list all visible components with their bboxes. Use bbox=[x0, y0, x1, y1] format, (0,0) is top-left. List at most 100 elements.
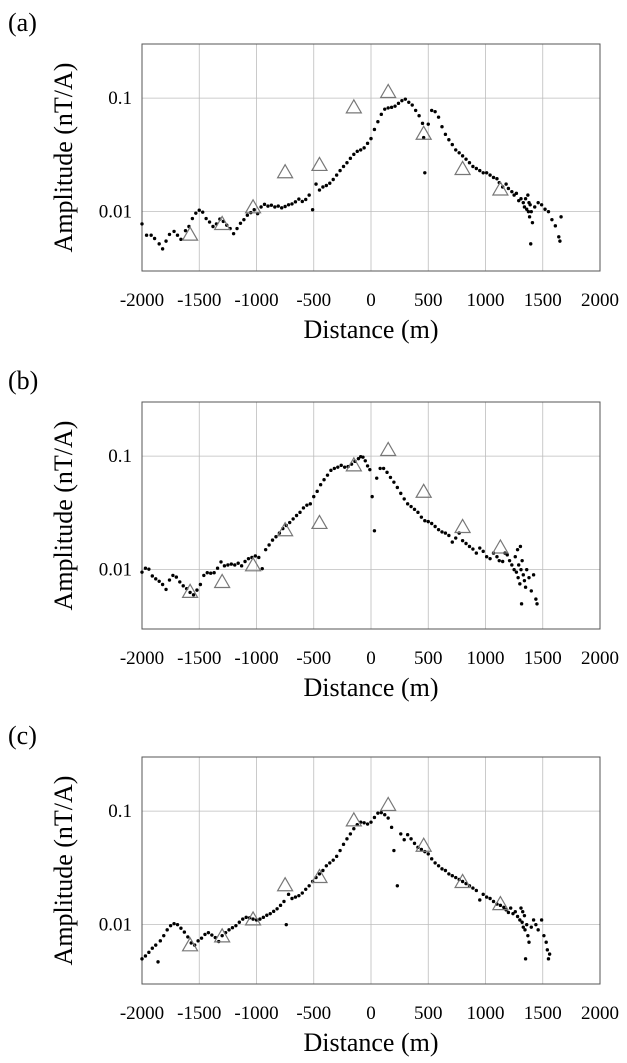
data-point bbox=[183, 228, 188, 233]
data-point bbox=[263, 547, 268, 552]
data-point bbox=[356, 456, 361, 461]
data-point bbox=[381, 466, 386, 471]
x-tick-label: -1000 bbox=[234, 648, 278, 669]
data-point bbox=[212, 571, 216, 575]
triangle-marker bbox=[310, 514, 329, 530]
data-point bbox=[251, 917, 255, 921]
data-point bbox=[399, 832, 403, 836]
data-point bbox=[389, 105, 394, 110]
data-point bbox=[290, 202, 294, 206]
data-point bbox=[297, 197, 301, 201]
data-point bbox=[500, 559, 505, 564]
data-point bbox=[273, 205, 277, 209]
plot-frame bbox=[141, 43, 601, 272]
data-point bbox=[164, 587, 168, 592]
data-point bbox=[481, 549, 485, 554]
data-point bbox=[150, 946, 155, 950]
data-point bbox=[342, 465, 347, 469]
triangle-marker bbox=[181, 583, 199, 598]
data-point bbox=[429, 108, 434, 113]
data-point bbox=[154, 577, 158, 581]
data-point bbox=[220, 933, 224, 938]
data-point bbox=[348, 156, 353, 161]
data-point bbox=[484, 555, 489, 559]
data-point bbox=[229, 562, 234, 566]
data-point bbox=[334, 173, 339, 177]
data-point bbox=[514, 570, 519, 574]
data-point bbox=[395, 884, 400, 888]
data-point bbox=[274, 535, 278, 539]
data-point bbox=[410, 103, 414, 107]
triangle-marker bbox=[244, 556, 262, 572]
data-point bbox=[412, 841, 417, 846]
data-point bbox=[200, 210, 205, 214]
data-point bbox=[407, 100, 411, 104]
data-point bbox=[525, 207, 529, 211]
data-point bbox=[497, 558, 501, 563]
x-tick-label: -2000 bbox=[120, 1003, 164, 1024]
data-point bbox=[355, 149, 359, 154]
data-point bbox=[171, 573, 175, 578]
x-tick-label: 500 bbox=[414, 290, 443, 311]
data-point bbox=[454, 875, 458, 880]
triangle-marker bbox=[379, 83, 397, 99]
x-tick-label: 0 bbox=[366, 648, 376, 669]
data-point bbox=[519, 197, 523, 201]
data-point bbox=[450, 142, 454, 147]
data-point bbox=[294, 513, 299, 518]
data-point bbox=[521, 925, 525, 929]
data-point bbox=[215, 566, 220, 570]
data-point bbox=[314, 182, 318, 186]
data-point bbox=[276, 204, 280, 208]
data-point bbox=[304, 887, 308, 891]
data-point bbox=[284, 922, 288, 927]
data-point bbox=[484, 895, 489, 899]
data-point bbox=[258, 917, 262, 921]
data-point bbox=[243, 559, 247, 564]
data-point bbox=[194, 211, 198, 215]
data-point bbox=[523, 957, 528, 961]
data-point bbox=[196, 939, 200, 943]
data-point bbox=[392, 848, 396, 853]
scatter-chart: -2000 -1500 -1000 -500 0 500 1000 1500 2000 0.01 0… bbox=[49, 756, 619, 1057]
data-point bbox=[190, 216, 195, 221]
data-point bbox=[167, 232, 172, 237]
triangle-marker bbox=[213, 927, 231, 943]
x-axis-label: Distance (m) bbox=[303, 1028, 438, 1057]
data-point bbox=[514, 191, 519, 196]
panel-tag: (b) bbox=[8, 366, 39, 395]
data-point bbox=[529, 589, 533, 593]
data-point bbox=[162, 933, 166, 938]
data-point bbox=[204, 216, 208, 221]
data-point bbox=[426, 519, 430, 524]
data-point bbox=[239, 564, 244, 568]
data-point bbox=[345, 160, 349, 165]
data-point bbox=[491, 175, 496, 180]
data-point bbox=[529, 925, 533, 929]
data-point bbox=[331, 177, 335, 182]
chart-panel-c: (c) -2000 -1500 -1000 -500 0 500 1000 1500 2000 0… bbox=[0, 713, 627, 1063]
data-point bbox=[471, 886, 475, 890]
data-point bbox=[478, 546, 482, 550]
x-tick-label: 2000 bbox=[581, 648, 619, 669]
data-point bbox=[197, 208, 201, 212]
data-point bbox=[519, 906, 523, 910]
data-point bbox=[527, 940, 531, 944]
data-point bbox=[421, 135, 426, 140]
data-point bbox=[478, 898, 482, 902]
data-point bbox=[282, 899, 286, 904]
data-point bbox=[392, 480, 396, 484]
data-point bbox=[324, 183, 329, 188]
data-point bbox=[529, 242, 533, 246]
data-point bbox=[203, 932, 207, 937]
data-point bbox=[474, 551, 479, 555]
data-point bbox=[447, 533, 451, 538]
data-point bbox=[433, 524, 437, 529]
data-point bbox=[259, 205, 263, 209]
data-point bbox=[267, 543, 271, 547]
data-point bbox=[433, 861, 437, 865]
data-point bbox=[293, 895, 298, 899]
scatter-chart: -2000 -1500 -1000 -500 0 500 1000 1500 2000 0.01 0… bbox=[49, 43, 619, 344]
data-point bbox=[165, 928, 169, 932]
data-point bbox=[488, 896, 492, 901]
